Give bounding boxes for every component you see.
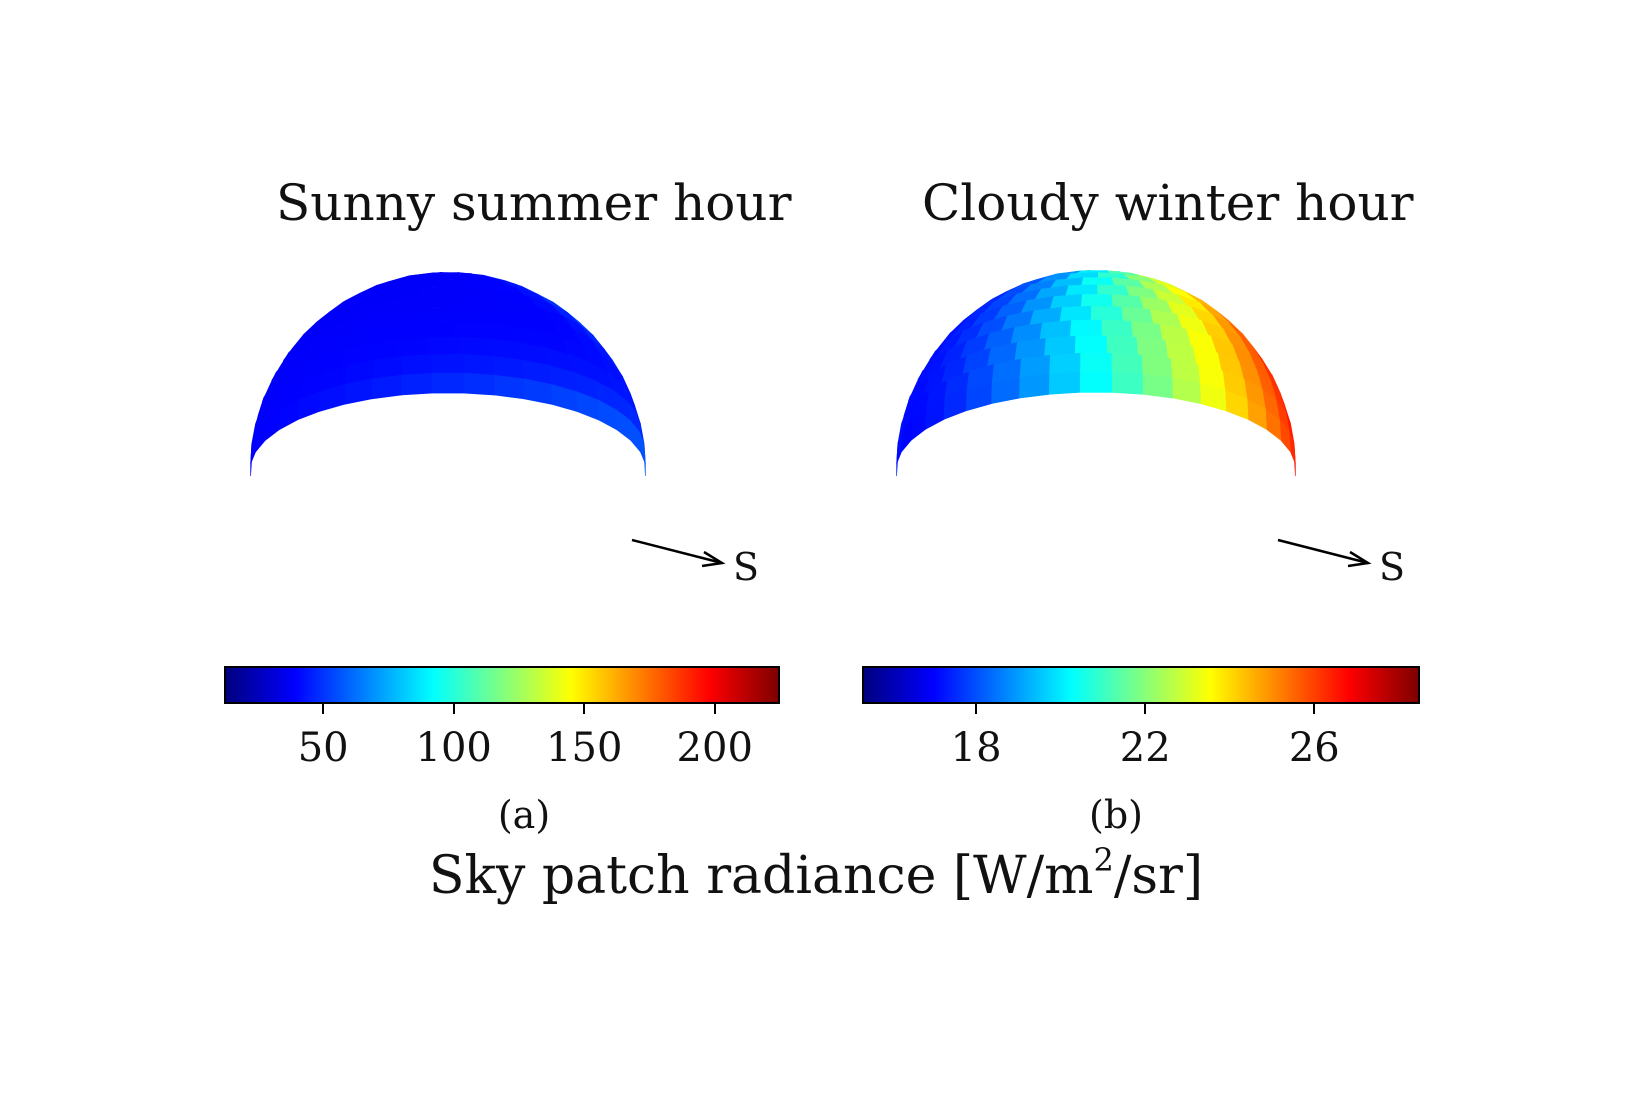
colorbar-b-tick-mark — [1144, 704, 1147, 714]
colorbar-a-tick-mark — [583, 704, 586, 714]
colorbar-b-tick-label: 22 — [1119, 725, 1171, 771]
sky-patch-b — [1069, 319, 1102, 337]
south-arrow-a — [631, 538, 726, 568]
south-arrow-b — [1277, 538, 1372, 568]
sky-patch-b — [1044, 335, 1077, 357]
sky-patch-b — [1110, 352, 1143, 375]
sky-patch-b — [1039, 320, 1072, 340]
panel-b-title: Cloudy winter hour — [922, 174, 1414, 232]
sky-patch-a — [401, 372, 433, 396]
sky-patch-a — [417, 286, 450, 298]
sky-patch-b — [1048, 371, 1081, 395]
sky-patch-a — [396, 337, 429, 358]
colorbar-a-tick-label: 50 — [297, 725, 349, 771]
colorbar-b-tick-label: 26 — [1288, 725, 1340, 771]
sky-patch-a — [457, 336, 490, 357]
sky-patch-b — [1049, 294, 1083, 309]
colorbar-b — [862, 666, 1420, 704]
colorbar-a-tick-mark — [322, 704, 325, 714]
sky-patch-a — [432, 295, 465, 309]
colorbar-caption: Sky patch radiance [W/m2/sr] — [0, 844, 1632, 902]
south-label-a: S — [733, 545, 760, 589]
sky-patch-a — [412, 307, 444, 324]
sky-patch-b — [1074, 335, 1107, 354]
colorbar-b-tick-label: 18 — [950, 725, 1002, 771]
sky-patch-a — [452, 321, 485, 339]
sky-patch-a — [427, 336, 459, 356]
sky-patch-b — [1079, 371, 1112, 393]
sky-patch-b — [1105, 335, 1138, 356]
panel-a-title: Sunny summer hour — [276, 174, 792, 232]
colorbar-a-tick-mark — [713, 704, 716, 714]
sky-patch-a — [433, 279, 466, 288]
sky-patch-b — [1090, 305, 1123, 322]
colorbar-b-tick-mark — [975, 704, 978, 714]
sky-patch-b — [1065, 284, 1098, 296]
sky-patch-a — [493, 374, 525, 400]
sky-dome-cloudy — [896, 270, 1296, 477]
sky-patch-a — [432, 354, 464, 374]
colorbar-a — [224, 666, 780, 704]
sky-dome-sunny — [250, 272, 646, 477]
caption-tail: /sr] — [1113, 846, 1204, 906]
sky-patch-a — [442, 307, 475, 323]
sky-patch-b — [1142, 373, 1173, 399]
sky-patch-a — [462, 354, 495, 376]
sky-patch-b — [1080, 352, 1112, 373]
caption-main: Sky patch radiance [W/m — [428, 846, 1094, 906]
sky-patch-b — [1096, 284, 1130, 296]
sky-patch-a — [392, 321, 425, 341]
sky-patch-b — [1049, 352, 1082, 375]
sky-patch-b — [1100, 319, 1133, 338]
colorbar-b-tick-mark — [1313, 704, 1316, 714]
caption-superscript: 2 — [1093, 841, 1114, 879]
colorbar-a-tick-label: 100 — [415, 725, 492, 771]
panel-a-sublabel: (a) — [497, 793, 551, 837]
sky-patch-a — [448, 286, 481, 298]
sky-patch-b — [1080, 294, 1113, 307]
sky-patch-a — [422, 321, 454, 339]
sky-patch-a — [402, 295, 435, 311]
sky-patch-b — [1111, 371, 1143, 395]
sky-patch-b — [1059, 305, 1092, 322]
sky-patch-b — [1019, 373, 1050, 399]
colorbar-a-tick-mark — [452, 704, 455, 714]
sky-patch-a — [463, 372, 495, 396]
sky-patch-a — [371, 374, 403, 400]
colorbar-a-tick-label: 150 — [546, 725, 623, 771]
sky-patch-a — [401, 354, 434, 376]
panel-b-sublabel: (b) — [1089, 793, 1143, 837]
sky-patch-a — [432, 372, 464, 394]
sky-patch-b — [1081, 277, 1114, 286]
colorbar-a-tick-label: 200 — [676, 725, 753, 771]
south-label-b: S — [1379, 545, 1406, 589]
